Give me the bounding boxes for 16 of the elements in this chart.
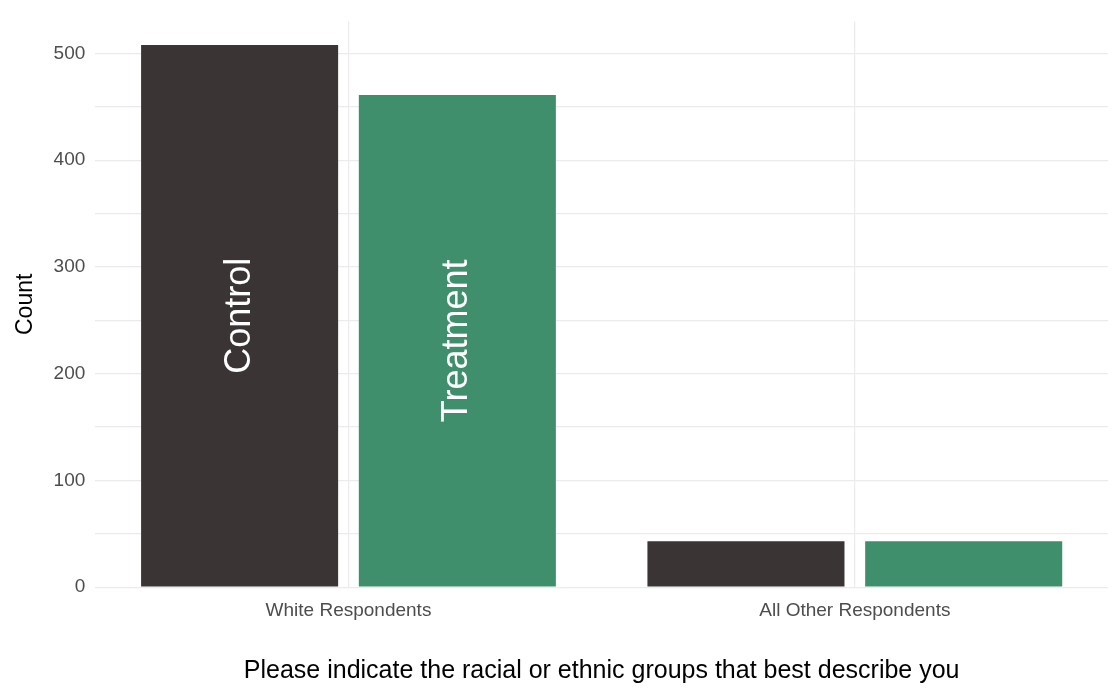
y-tick-label: 400 — [53, 148, 86, 170]
series-label: Control — [216, 257, 258, 374]
bar — [358, 95, 556, 587]
bar — [865, 541, 1063, 587]
x-tick-label: All Other Respondents — [759, 598, 951, 620]
bar — [141, 44, 339, 587]
y-tick-label: 300 — [53, 255, 86, 277]
y-axis-title: Count — [11, 273, 38, 335]
bar — [647, 541, 845, 587]
y-tick-label: 200 — [53, 361, 86, 383]
x-tick-label: White Respondents — [265, 598, 432, 620]
y-tick-label: 500 — [53, 41, 86, 63]
x-axis-title: Please indicate the racial or ethnic groups that best describe you — [243, 654, 960, 683]
y-tick-label: 100 — [53, 468, 86, 490]
y-tick-label: 0 — [74, 575, 86, 597]
series-label: Treatment — [434, 259, 476, 423]
